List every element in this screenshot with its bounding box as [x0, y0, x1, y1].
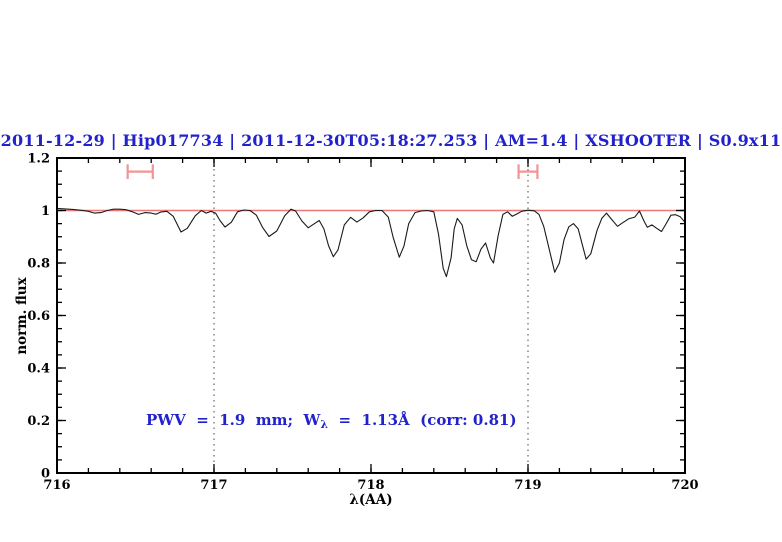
- x-tick-label: 717: [200, 478, 227, 493]
- plot-title: 2011-12-29 | Hip017734 | 2011-12-30T05:1…: [0, 131, 782, 150]
- pwv-annotation-prefix: PWV = 1.9 mm; W: [146, 411, 321, 429]
- y-tick-label: 0.4: [27, 362, 50, 377]
- x-tick-label: 719: [514, 478, 541, 493]
- pwv-annotation-suffix: = 1.13Å (corr: 0.81): [328, 411, 517, 429]
- y-tick-label: 1: [41, 204, 50, 219]
- x-axis-label: λ(AA): [349, 492, 393, 508]
- y-axis-label: norm. flux: [14, 277, 30, 355]
- x-tick-label: 718: [357, 478, 384, 493]
- x-tick-label: 716: [43, 478, 70, 493]
- y-tick-label: 0.2: [27, 414, 50, 429]
- spectrum-line: [56, 207, 686, 278]
- y-tick-label: 0: [41, 467, 50, 482]
- pwv-annotation: PWV = 1.9 mm; Wλ = 1.13Å (corr: 0.81): [146, 411, 517, 431]
- y-tick-label: 1.2: [27, 152, 50, 167]
- y-tick-label: 0.8: [27, 257, 50, 272]
- x-tick-label: 720: [671, 478, 698, 493]
- lambda-subscript: λ: [320, 418, 329, 431]
- y-tick-label: 0.6: [27, 309, 50, 324]
